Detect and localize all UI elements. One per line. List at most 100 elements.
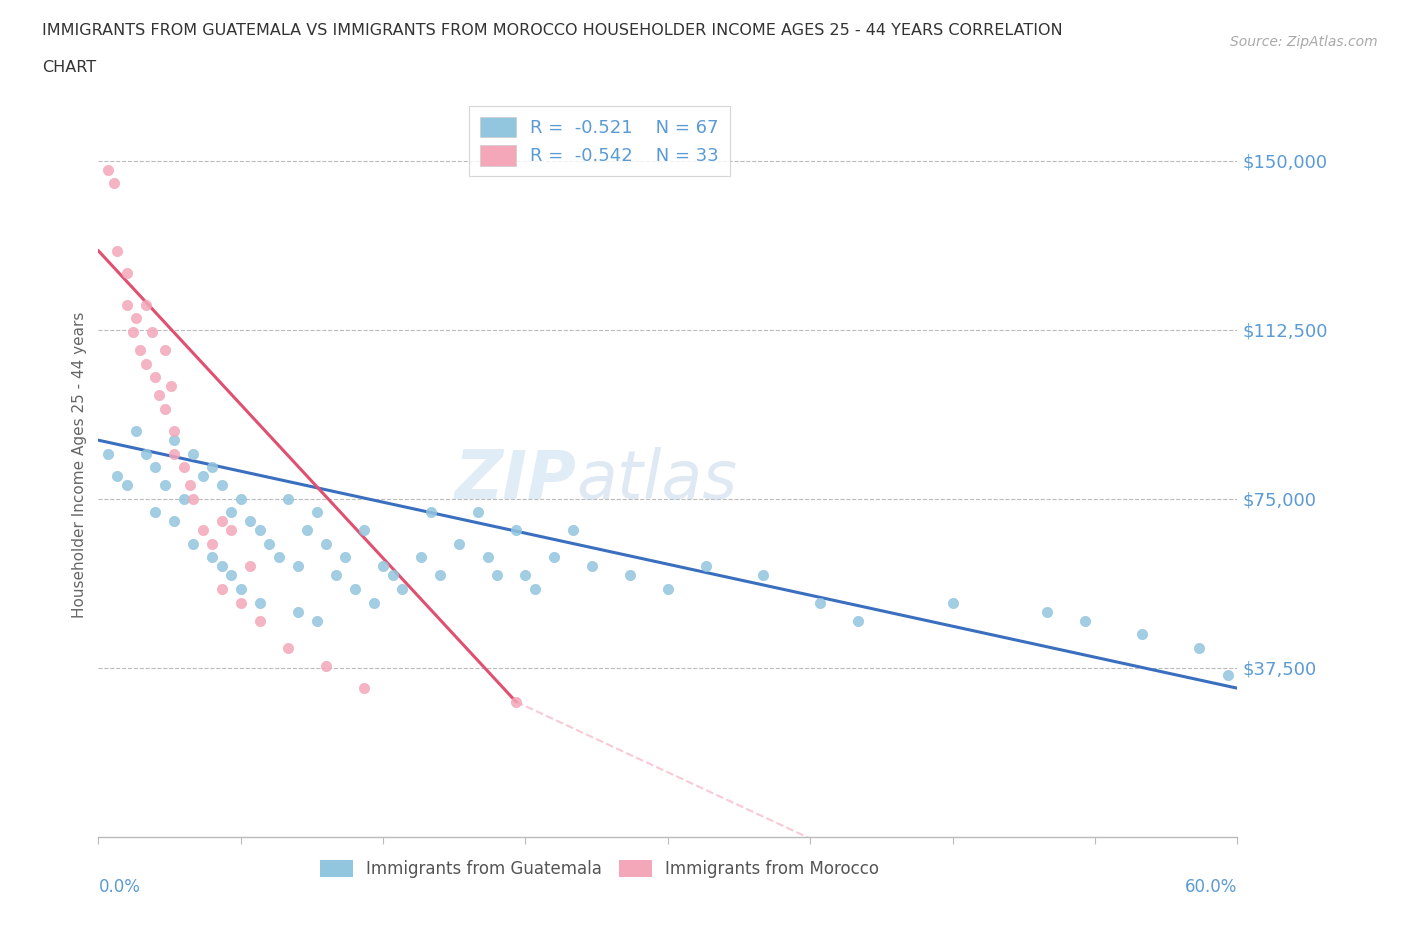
- Point: [249, 595, 271, 610]
- Point: [353, 523, 375, 538]
- Point: [543, 550, 565, 565]
- Point: [524, 581, 547, 596]
- Point: [846, 613, 869, 628]
- Point: [505, 695, 527, 710]
- Point: [97, 446, 120, 461]
- Point: [1074, 613, 1097, 628]
- Point: [381, 568, 404, 583]
- Point: [148, 388, 170, 403]
- Point: [221, 505, 243, 520]
- Point: [477, 550, 499, 565]
- Point: [159, 379, 181, 393]
- Point: [183, 446, 205, 461]
- Point: [211, 581, 233, 596]
- Point: [135, 356, 157, 371]
- Point: [942, 595, 965, 610]
- Point: [115, 478, 138, 493]
- Point: [505, 523, 527, 538]
- Point: [449, 537, 471, 551]
- Point: [141, 325, 163, 339]
- Point: [467, 505, 489, 520]
- Point: [97, 162, 120, 177]
- Text: ZIP: ZIP: [456, 447, 576, 512]
- Text: CHART: CHART: [42, 60, 96, 75]
- Point: [115, 266, 138, 281]
- Text: atlas: atlas: [576, 447, 738, 512]
- Point: [305, 613, 328, 628]
- Point: [277, 491, 299, 506]
- Point: [153, 342, 176, 357]
- Point: [249, 523, 271, 538]
- Point: [183, 537, 205, 551]
- Point: [371, 559, 394, 574]
- Point: [129, 342, 152, 357]
- Point: [163, 514, 186, 529]
- Point: [325, 568, 347, 583]
- Point: [239, 514, 262, 529]
- Point: [695, 559, 717, 574]
- Point: [1132, 627, 1154, 642]
- Point: [335, 550, 357, 565]
- Point: [135, 298, 157, 312]
- Point: [515, 568, 537, 583]
- Point: [229, 595, 252, 610]
- Point: [163, 432, 186, 447]
- Point: [125, 424, 148, 439]
- Point: [173, 459, 195, 474]
- Point: [173, 491, 195, 506]
- Point: [752, 568, 775, 583]
- Point: [259, 537, 281, 551]
- Point: [1036, 604, 1059, 619]
- Text: 0.0%: 0.0%: [98, 878, 141, 896]
- Point: [343, 581, 366, 596]
- Point: [163, 424, 186, 439]
- Point: [297, 523, 319, 538]
- Point: [145, 459, 167, 474]
- Legend: Immigrants from Guatemala, Immigrants from Morocco: Immigrants from Guatemala, Immigrants fr…: [314, 853, 886, 884]
- Point: [183, 491, 205, 506]
- Point: [1216, 667, 1239, 682]
- Y-axis label: Householder Income Ages 25 - 44 years: Householder Income Ages 25 - 44 years: [72, 312, 87, 618]
- Point: [153, 401, 176, 416]
- Point: [486, 568, 509, 583]
- Text: Source: ZipAtlas.com: Source: ZipAtlas.com: [1230, 35, 1378, 49]
- Point: [229, 581, 252, 596]
- Point: [287, 559, 309, 574]
- Point: [135, 446, 157, 461]
- Point: [619, 568, 641, 583]
- Point: [221, 568, 243, 583]
- Point: [305, 505, 328, 520]
- Point: [221, 523, 243, 538]
- Point: [1188, 640, 1211, 655]
- Point: [145, 369, 167, 384]
- Point: [115, 298, 138, 312]
- Point: [239, 559, 262, 574]
- Point: [201, 537, 224, 551]
- Point: [277, 640, 299, 655]
- Text: IMMIGRANTS FROM GUATEMALA VS IMMIGRANTS FROM MOROCCO HOUSEHOLDER INCOME AGES 25 : IMMIGRANTS FROM GUATEMALA VS IMMIGRANTS …: [42, 23, 1063, 38]
- Point: [287, 604, 309, 619]
- Point: [391, 581, 413, 596]
- Point: [581, 559, 603, 574]
- Point: [201, 459, 224, 474]
- Point: [267, 550, 290, 565]
- Point: [191, 523, 214, 538]
- Point: [153, 478, 176, 493]
- Point: [107, 469, 129, 484]
- Point: [107, 244, 129, 259]
- Point: [363, 595, 385, 610]
- Point: [315, 658, 337, 673]
- Text: 60.0%: 60.0%: [1185, 878, 1237, 896]
- Point: [145, 505, 167, 520]
- Point: [315, 537, 337, 551]
- Point: [419, 505, 441, 520]
- Point: [211, 559, 233, 574]
- Point: [657, 581, 679, 596]
- Point: [191, 469, 214, 484]
- Point: [121, 325, 143, 339]
- Point: [201, 550, 224, 565]
- Point: [163, 446, 186, 461]
- Point: [211, 478, 233, 493]
- Point: [411, 550, 433, 565]
- Point: [179, 478, 201, 493]
